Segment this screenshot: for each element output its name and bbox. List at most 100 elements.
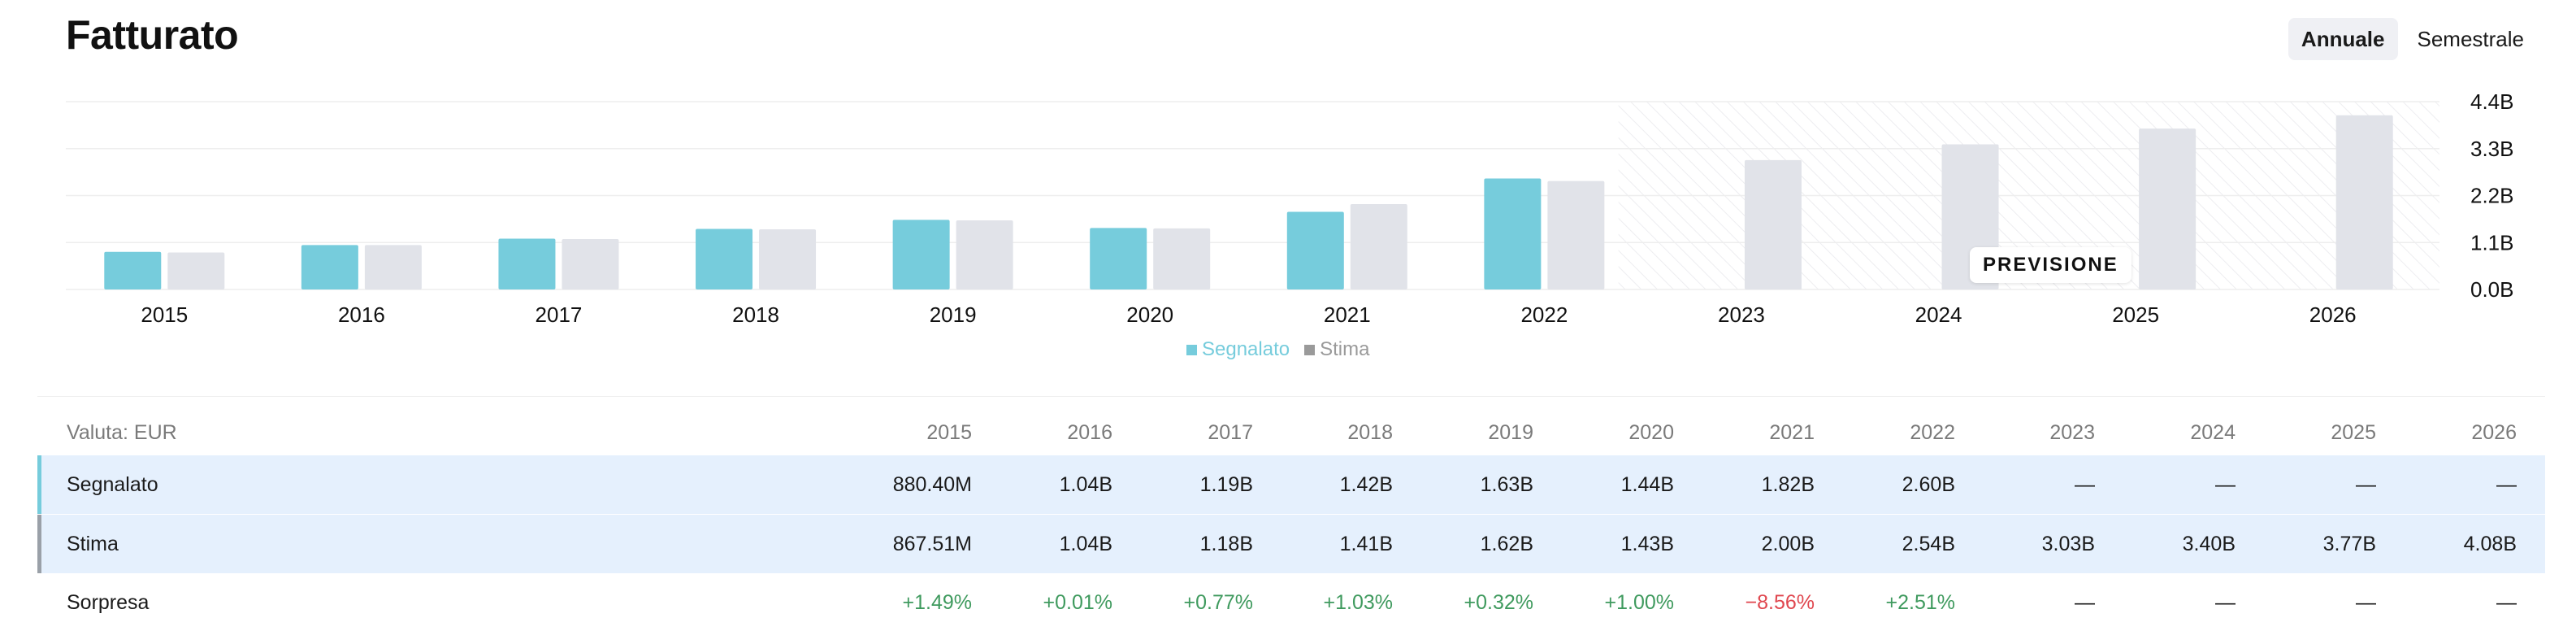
revenue-table: Valuta: EUR 2015 2016 2017 2018 2019 2020 2021… [37, 398, 2545, 632]
table-cell: +1.00% [1604, 590, 1675, 614]
forecast-badge: PREVISIONE [1970, 247, 2131, 283]
row-label: Stima [67, 532, 119, 555]
x-tick-label: 2018 [732, 302, 779, 327]
legend-label-reported: Segnalato [1202, 338, 1290, 360]
row-label: Sorpresa [67, 590, 150, 614]
year-header-cell: 2016 [1067, 420, 1112, 444]
bar-estimate-2016[interactable] [364, 245, 422, 289]
y-tick-label: 0.0B [2470, 277, 2514, 302]
table-cell: 1.82B [1761, 472, 1815, 496]
legend-swatch-estimate [1304, 344, 1316, 355]
bar-reported-2016[interactable] [301, 245, 358, 289]
table-cell: +0.32% [1464, 590, 1534, 614]
table-cell: 1.63B [1480, 472, 1533, 496]
bar-estimate-2023[interactable] [1744, 159, 1802, 289]
bar-estimate-2020[interactable] [1153, 228, 1211, 289]
table-cell: −8.56% [1745, 590, 1815, 614]
toggle-annual-button[interactable]: Annuale [2288, 18, 2398, 60]
table-row-reported: Segnalato 880.40M 1.04B 1.19B 1.42B 1.63B 1.4… [37, 455, 2545, 514]
x-tick-label: 2026 [2309, 302, 2357, 327]
table-cell: 1.04B [1059, 472, 1112, 496]
y-tick-label: 3.3B [2470, 137, 2514, 161]
bar-estimate-2019[interactable] [956, 220, 1013, 289]
table-cell: — [2075, 472, 2095, 496]
table-cell: — [2075, 590, 2095, 614]
year-header-cell: 2019 [1488, 420, 1533, 444]
bar-estimate-2015[interactable] [167, 252, 225, 289]
table-cell: 1.43B [1620, 532, 1674, 555]
table-cell: 867.51M [892, 532, 972, 555]
table-cell: 1.18B [1199, 532, 1253, 555]
table-cell: 1.19B [1199, 472, 1253, 496]
table-cell: — [2356, 590, 2376, 614]
table-cell: 3.03B [2041, 532, 2095, 555]
bar-estimate-2026[interactable] [2335, 115, 2393, 289]
y-tick-label: 4.4B [2470, 89, 2514, 114]
bar-reported-2020[interactable] [1090, 228, 1147, 289]
table-cell: 4.08B [2463, 532, 2517, 555]
table-cell: +0.01% [1043, 590, 1113, 614]
table-cell: +2.51% [1885, 590, 1956, 614]
year-header-cell: 2021 [1769, 420, 1815, 444]
x-tick-label: 2016 [338, 302, 385, 327]
table-cell: — [2496, 472, 2517, 496]
x-tick-label: 2020 [1126, 302, 1173, 327]
table-cell: 1.62B [1480, 532, 1533, 555]
table-cell: — [2215, 590, 2236, 614]
y-tick-label: 2.2B [2470, 184, 2514, 208]
section-divider [37, 396, 2545, 397]
x-tick-label: 2024 [1915, 302, 1962, 327]
table-cell: — [2356, 472, 2376, 496]
legend-item-reported[interactable]: Segnalato [1186, 338, 1290, 361]
legend-swatch-reported [1186, 344, 1197, 355]
x-tick-label: 2025 [2112, 302, 2159, 327]
currency-label: Valuta: EUR [67, 420, 177, 444]
table-cell: 880.40M [892, 472, 972, 496]
bar-reported-2022[interactable] [1484, 178, 1542, 290]
table-row-estimate: Stima 867.51M 1.04B 1.18B 1.41B 1.62B 1.43B 2.… [37, 515, 2545, 573]
year-header-cell: 2018 [1347, 420, 1393, 444]
x-tick-label: 2017 [536, 302, 583, 327]
table-row-surprise: Sorpresa +1.49% +0.01% +0.77% +1.03% +0.32% +… [37, 573, 2545, 632]
table-cell: +1.03% [1323, 590, 1394, 614]
bar-estimate-2025[interactable] [2139, 128, 2197, 289]
year-header-cell: 2022 [1910, 420, 1955, 444]
toggle-semiannual-button[interactable]: Semestrale [2417, 27, 2525, 51]
bar-estimate-2018[interactable] [759, 228, 817, 289]
bar-reported-2019[interactable] [892, 220, 950, 289]
bar-reported-2017[interactable] [498, 238, 556, 289]
year-header-cell: 2017 [1208, 420, 1253, 444]
chart-legend: Segnalato Stima [1186, 338, 1369, 361]
table-cell: 2.60B [1902, 472, 1955, 496]
year-header-cell: 2020 [1628, 420, 1674, 444]
legend-label-estimate: Stima [1320, 338, 1370, 360]
bar-reported-2021[interactable] [1286, 211, 1344, 289]
table-cell: 1.42B [1339, 472, 1393, 496]
year-header-cell: 2023 [2049, 420, 2095, 444]
x-tick-label: 2022 [1520, 302, 1568, 327]
table-cell: 3.77B [2322, 532, 2376, 555]
x-tick-label: 2021 [1324, 302, 1371, 327]
table-cell: — [2496, 590, 2517, 614]
x-tick-label: 2023 [1718, 302, 1765, 327]
table-cell: 3.40B [2182, 532, 2236, 555]
table-cell: +1.49% [902, 590, 973, 614]
year-header-cell: 2025 [2331, 420, 2376, 444]
bar-estimate-2022[interactable] [1547, 181, 1605, 289]
table-cell: 2.54B [1902, 532, 1955, 555]
y-tick-label: 1.1B [2470, 230, 2514, 255]
bar-reported-2015[interactable] [104, 251, 162, 289]
bar-reported-2018[interactable] [696, 228, 753, 289]
table-cell: — [2215, 472, 2236, 496]
year-header-cell: 2015 [926, 420, 972, 444]
bar-estimate-2021[interactable] [1350, 204, 1407, 289]
table-cell: 1.04B [1059, 532, 1112, 555]
table-cell: 1.41B [1339, 532, 1393, 555]
table-cell: 1.44B [1620, 472, 1674, 496]
table-cell: 2.00B [1761, 532, 1815, 555]
year-header-cell: 2026 [2471, 420, 2517, 444]
legend-item-estimate[interactable]: Stima [1304, 338, 1369, 361]
row-label: Segnalato [67, 472, 158, 496]
table-header-row: Valuta: EUR 2015 2016 2017 2018 2019 2020 2021… [37, 398, 2545, 455]
bar-estimate-2017[interactable] [562, 239, 619, 289]
